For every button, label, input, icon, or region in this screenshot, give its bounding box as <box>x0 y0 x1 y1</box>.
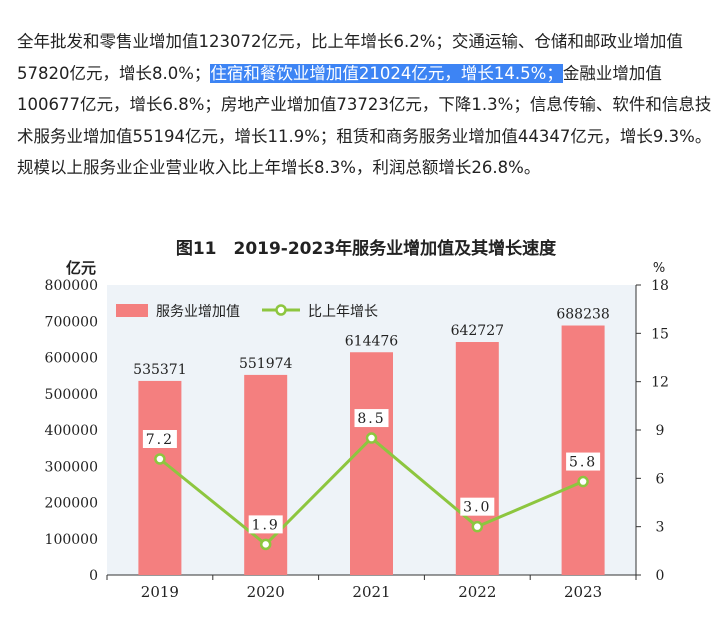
bar-value-label: 535371 <box>133 362 186 378</box>
legend-bar-label: 服务业增加值 <box>156 304 240 320</box>
bar-2023 <box>561 325 605 575</box>
bar-2022 <box>455 342 499 575</box>
bar-value-label: 614476 <box>345 333 399 349</box>
article-paragraph: 全年批发和零售业增加值123072亿元，比上年增长6.2%；交通运输、仓储和邮政… <box>17 26 713 184</box>
growth-value-label: 8.5 <box>357 411 385 427</box>
growth-value-label: 5.8 <box>569 455 597 471</box>
growth-label-bg <box>248 515 283 534</box>
bar-value-label: 642727 <box>451 323 504 339</box>
left-tick-label: 100000 <box>45 532 98 548</box>
x-tick-label: 2021 <box>352 583 390 601</box>
left-tick-label: 600000 <box>45 351 98 367</box>
legend-bar-swatch <box>116 304 148 317</box>
growth-label-bg <box>566 452 601 471</box>
right-tick-label: 15 <box>651 326 669 342</box>
growth-point-2023 <box>577 475 589 488</box>
left-tick-label: 300000 <box>45 459 98 475</box>
legend-line-marker <box>275 304 287 316</box>
para-text-after: 金融业增加值100677亿元，增长6.8%；房地产业增加值73723亿元，下降1… <box>17 63 712 178</box>
growth-point-2022 <box>471 520 484 533</box>
x-tick-label: 2020 <box>247 583 285 601</box>
left-tick-label: 500000 <box>45 387 98 403</box>
right-tick-label: 6 <box>656 471 665 487</box>
growth-label-bg <box>354 409 389 428</box>
legend-line-label: 比上年增长 <box>308 304 378 320</box>
left-axis-unit: 亿元 <box>66 259 96 277</box>
bar-value-label: 551974 <box>239 356 293 372</box>
growth-label-bg <box>142 430 177 448</box>
service-industry-chart: 图11 2019-2023年服务业增加值及其增长速度 亿元 % 800000 70… <box>45 238 669 601</box>
growth-point-2019 <box>154 453 166 465</box>
growth-value-label: 7.2 <box>146 432 174 448</box>
x-tick-label: 2019 <box>141 583 179 601</box>
growth-label-bg <box>460 497 495 516</box>
para-text-highlighted: 住宿和餐饮业增加值21024亿元，增长14.5%； <box>210 63 563 83</box>
right-tick-label: 18 <box>651 278 669 294</box>
left-tick-label: 800000 <box>45 278 98 294</box>
left-tick-label: 200000 <box>45 496 98 512</box>
bar-2021 <box>350 352 393 575</box>
x-tick-label: 2022 <box>458 583 496 601</box>
growth-value-label: 3.0 <box>463 500 491 516</box>
growth-point-2021 <box>365 432 378 444</box>
bar-2019 <box>138 380 182 575</box>
right-axis-unit: % <box>653 261 665 276</box>
growth-point-2020 <box>259 538 272 551</box>
para-text-before: 全年批发和零售业增加值123072亿元，比上年增长6.2%；交通运输、仓储和邮政… <box>17 32 683 83</box>
chart-title: 图11 2019-2023年服务业增加值及其增长速度 <box>176 238 557 259</box>
growth-value-label: 1.9 <box>252 517 280 533</box>
x-tick-label: 2023 <box>564 583 602 601</box>
right-tick-label: 12 <box>651 375 669 391</box>
bar-value-label: 688238 <box>556 307 609 323</box>
right-tick-label: 9 <box>656 423 665 439</box>
left-tick-label: 0 <box>89 568 98 584</box>
right-tick-label: 3 <box>656 520 665 536</box>
left-tick-label: 400000 <box>45 423 98 439</box>
right-tick-label: 0 <box>656 568 665 584</box>
left-tick-label: 700000 <box>45 314 98 330</box>
